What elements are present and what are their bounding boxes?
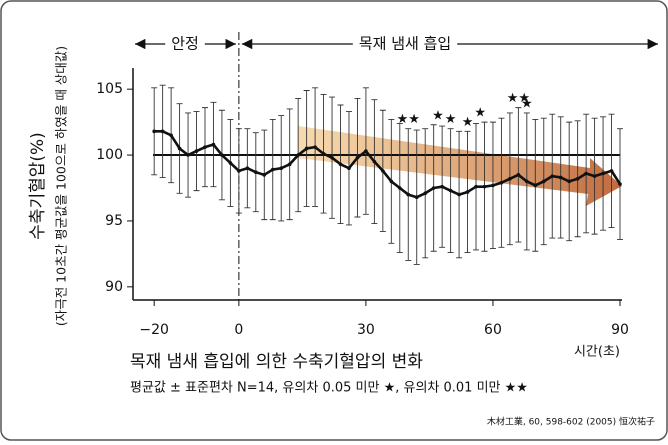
y-tick-label: 90 xyxy=(105,279,123,295)
point xyxy=(364,149,368,153)
point xyxy=(203,145,207,149)
point xyxy=(448,188,453,193)
point xyxy=(592,174,597,178)
label-bg xyxy=(165,34,205,53)
point xyxy=(287,162,292,167)
point xyxy=(499,180,504,185)
point xyxy=(313,145,317,149)
point xyxy=(491,183,495,188)
point xyxy=(338,162,343,167)
point xyxy=(508,176,512,181)
point xyxy=(177,146,182,151)
x-tick-label: 30 xyxy=(357,322,375,338)
point xyxy=(355,155,360,160)
point xyxy=(152,129,156,134)
x-tick-label: 0 xyxy=(234,322,243,338)
point xyxy=(304,146,309,151)
y-axis-label: 수축기혈압(%) xyxy=(28,132,48,240)
point xyxy=(194,149,199,153)
source: 木材工業, 60, 598-602 (2005) 恒次祐子 xyxy=(487,416,655,428)
point xyxy=(186,153,190,157)
x-tick-label: −20 xyxy=(139,322,169,338)
point xyxy=(431,186,436,190)
phase-label: 안정 xyxy=(171,35,199,53)
point xyxy=(211,142,216,147)
point xyxy=(220,153,224,157)
point xyxy=(270,167,275,172)
point xyxy=(237,169,241,173)
point xyxy=(575,176,580,181)
point xyxy=(347,166,351,171)
significance-star: ★★ xyxy=(397,112,420,127)
phase-label: 목재 냄새 흡입 xyxy=(359,35,451,53)
point xyxy=(160,129,165,134)
significance-star: ★ xyxy=(432,108,444,123)
chart-subtitle: 평균값 ± 표준편차 N=14, 유의차 0.05 미만 ★, 유의차 0.01… xyxy=(130,381,528,396)
point xyxy=(618,182,622,186)
point xyxy=(372,159,377,164)
point xyxy=(533,183,538,188)
point xyxy=(567,179,571,184)
point xyxy=(541,179,546,184)
significance-star: ★ xyxy=(445,112,457,127)
point xyxy=(389,179,394,184)
point xyxy=(397,186,402,190)
x-axis-label: 시간(초) xyxy=(574,345,620,360)
point xyxy=(245,166,250,171)
point xyxy=(254,170,258,174)
point xyxy=(330,155,334,160)
point xyxy=(321,151,326,156)
y-tick-label: 105 xyxy=(96,81,123,97)
significance-star: ★ xyxy=(462,115,474,130)
point xyxy=(262,173,267,177)
point xyxy=(482,184,487,189)
point xyxy=(381,169,385,173)
point xyxy=(558,175,563,180)
significance-star: ★★ xyxy=(507,91,530,106)
y-tick-label: 100 xyxy=(96,147,123,163)
point xyxy=(423,191,428,196)
y-axis-sublabel: (자극전 10초간 평균값을 100으로 하였을 때 상대값) xyxy=(54,46,69,326)
y-tick-label: 95 xyxy=(105,213,123,229)
significance-star: ★ xyxy=(521,96,533,111)
point xyxy=(550,174,555,178)
label-bg xyxy=(352,34,458,53)
x-tick-label: 60 xyxy=(484,322,502,338)
point xyxy=(296,153,300,157)
point xyxy=(609,169,614,173)
point xyxy=(414,195,419,200)
point xyxy=(525,179,529,184)
chart-title: 목재 냄새 흡입에 의한 수축기혈압의 변화 xyxy=(130,352,423,372)
x-tick-label: 90 xyxy=(611,322,629,338)
trend-arrow xyxy=(298,126,622,206)
point xyxy=(474,184,478,189)
point xyxy=(169,133,173,138)
point xyxy=(457,192,461,197)
point xyxy=(228,161,233,165)
point xyxy=(465,190,470,194)
point xyxy=(516,173,521,177)
point xyxy=(584,171,588,176)
point xyxy=(601,171,605,176)
point xyxy=(279,166,284,171)
point xyxy=(440,184,444,189)
point xyxy=(406,192,411,197)
significance-star: ★ xyxy=(474,106,486,121)
